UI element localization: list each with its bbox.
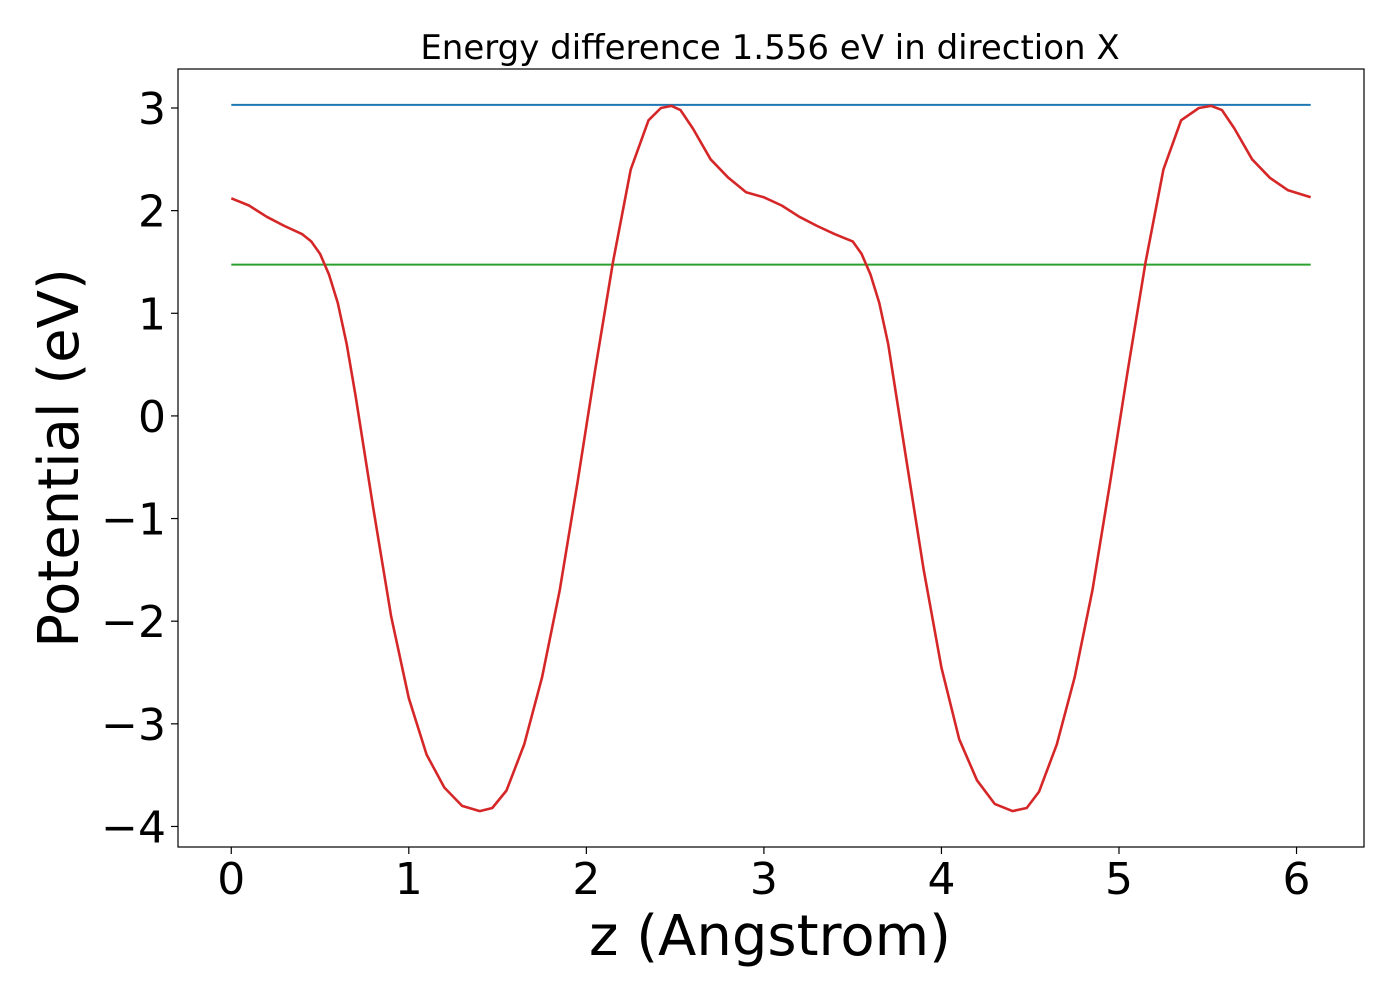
x-tick-label: 2 — [572, 854, 600, 905]
y-tick-label: 2 — [138, 187, 166, 238]
series-line-1 — [230, 104, 1312, 813]
y-tick-label: −3 — [101, 700, 166, 751]
y-tick-label: 3 — [138, 84, 166, 135]
y-axis-label: Potential (eV) — [27, 268, 92, 648]
plot-lines — [230, 103, 1312, 813]
chart-title: Energy difference 1.556 eV in direction … — [420, 28, 1119, 68]
y-tick-label: 0 — [138, 392, 166, 443]
x-axis-ticks: 0 1 2 3 4 5 6 — [217, 847, 1311, 905]
x-tick-label: 4 — [927, 854, 955, 905]
y-tick-label: −2 — [101, 597, 166, 648]
x-tick-label: 6 — [1283, 854, 1311, 905]
y-axis-ticks: −4 −3 −2 −1 0 1 2 3 — [101, 84, 178, 853]
y-tick-label: −1 — [101, 495, 166, 546]
x-tick-label: 0 — [217, 854, 245, 905]
y-tick-label: 1 — [138, 289, 166, 340]
x-axis-label: z (Angstrom) — [589, 904, 951, 969]
x-tick-label: 1 — [395, 854, 423, 905]
x-tick-label: 5 — [1105, 854, 1133, 905]
x-tick-label: 3 — [750, 854, 778, 905]
plot-area-frame — [177, 68, 1365, 848]
y-tick-label: −4 — [101, 802, 166, 853]
